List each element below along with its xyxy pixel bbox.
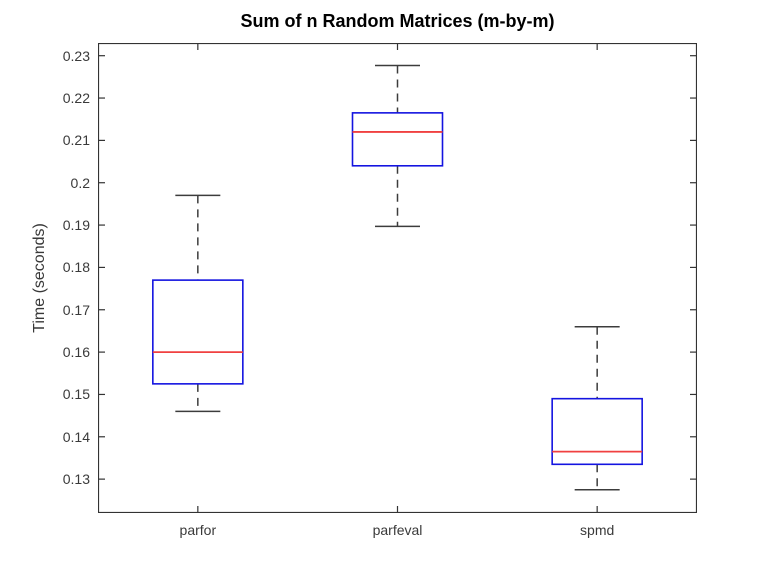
y-tick-label: 0.17 xyxy=(62,301,90,318)
plot-area xyxy=(97,42,698,514)
y-tick-label: 0.2 xyxy=(70,174,90,191)
y-tick-label: 0.13 xyxy=(62,471,90,488)
y-tick-label: 0.19 xyxy=(62,217,90,234)
y-tick-label: 0.14 xyxy=(62,428,90,445)
y-tick-label: 0.18 xyxy=(62,259,90,276)
y-tick-label: 0.15 xyxy=(62,386,90,403)
y-tick-label: 0.23 xyxy=(62,47,90,64)
y-tick-label: 0.22 xyxy=(62,90,90,107)
y-tick-label: 0.16 xyxy=(62,344,90,361)
boxplot-canvas xyxy=(97,42,698,514)
plot-border xyxy=(97,42,698,514)
chart-title: Sum of n Random Matrices (m-by-m) xyxy=(240,11,555,31)
box-rect xyxy=(351,112,444,167)
box-rect xyxy=(551,397,643,466)
x-tick-label: parfor xyxy=(179,522,217,538)
x-tick-label: spmd xyxy=(580,522,615,538)
x-tick-label: parfeval xyxy=(372,522,423,538)
y-tick-label: 0.21 xyxy=(62,132,90,149)
box-rect xyxy=(152,279,244,385)
